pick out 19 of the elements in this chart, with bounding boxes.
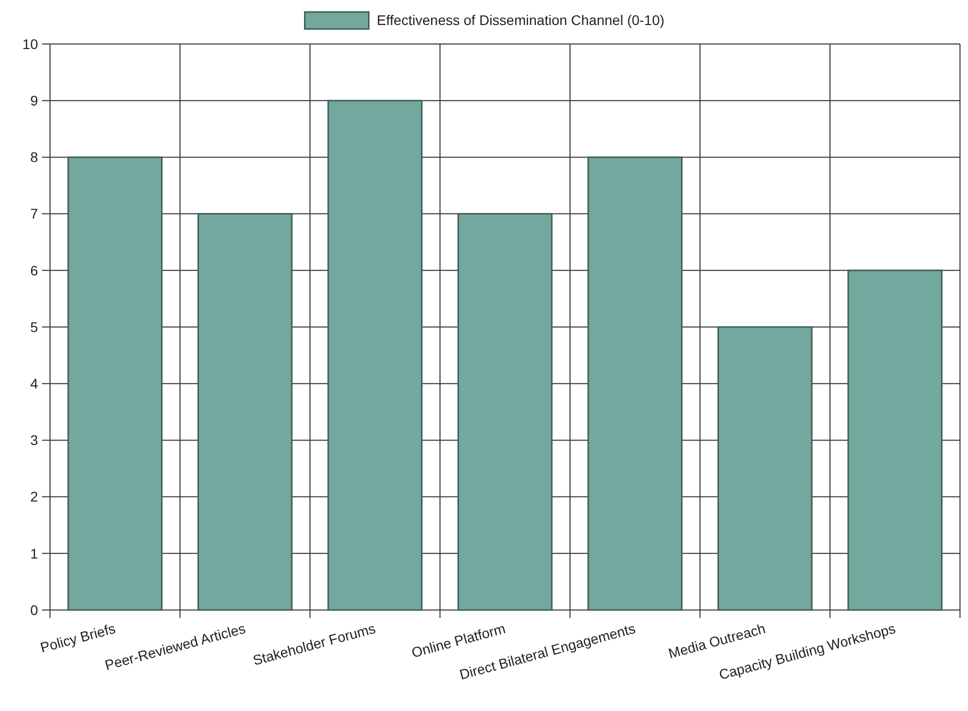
y-tick-label: 10 <box>22 36 38 52</box>
legend-label: Effectiveness of Dissemination Channel (0-10) <box>376 12 664 28</box>
y-tick-label: 6 <box>30 262 38 278</box>
y-tick-label: 1 <box>30 545 38 562</box>
bar <box>587 156 683 611</box>
y-tick-label: 5 <box>30 318 38 335</box>
bar <box>197 213 293 611</box>
bar <box>67 156 163 611</box>
y-tick-label: 2 <box>30 488 38 505</box>
bar <box>717 326 813 611</box>
y-tick-label: 4 <box>30 376 38 392</box>
bar <box>327 100 423 611</box>
y-tick-label: 8 <box>30 149 38 166</box>
bar <box>847 270 943 611</box>
y-tick-label: 3 <box>30 432 38 448</box>
bar <box>457 213 553 611</box>
y-tick-label: 7 <box>30 206 38 222</box>
y-tick-label: 9 <box>30 92 38 108</box>
y-tick-label: 0 <box>30 602 38 618</box>
